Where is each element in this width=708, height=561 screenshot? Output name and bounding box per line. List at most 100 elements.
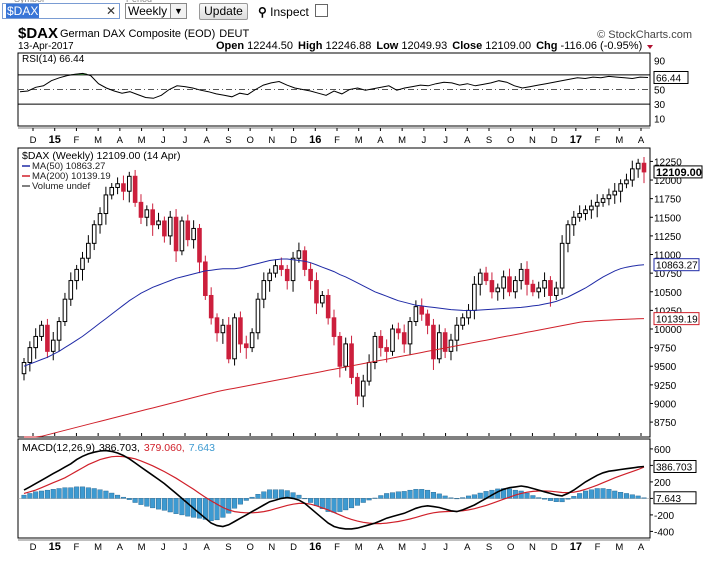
- candle-body: [331, 317, 337, 337]
- price-tick-label: 11750: [654, 195, 682, 206]
- rsi-tick-label: 50: [654, 86, 666, 97]
- x-label-bottom: M: [138, 542, 146, 553]
- macd-legend-item: 7.643: [189, 442, 215, 454]
- candle-body: [167, 216, 173, 237]
- x-label-bottom: M: [615, 542, 623, 553]
- candle-body: [185, 220, 191, 241]
- candle-body: [284, 268, 290, 282]
- period-caption: Period: [126, 0, 152, 4]
- macd-histogram-bar: [115, 494, 121, 499]
- x-label-mid: N: [268, 135, 275, 146]
- ohlc-label-low: Low: [376, 40, 398, 52]
- macd-histogram-bar: [542, 498, 548, 500]
- candle-body: [501, 276, 506, 289]
- chart-exchange: DEUT: [219, 28, 249, 40]
- x-axes: D D 15 15 F F M M A A M M J J J J A A S S O O N N D D 16 16 F F M M A A M M…: [18, 127, 650, 553]
- x-label-mid: A: [204, 135, 211, 146]
- candle-body: [571, 216, 577, 226]
- x-label-mid: O: [507, 135, 514, 146]
- macd-histogram-bar: [384, 493, 390, 499]
- candle-body: [565, 224, 571, 244]
- macd-histogram-bar: [466, 495, 472, 499]
- macd-histogram-bar: [618, 492, 624, 499]
- macd-histogram-bar: [588, 489, 594, 499]
- candle-body: [308, 268, 313, 282]
- ohlc-value-close: 12109.00: [485, 40, 531, 52]
- macd-histogram-bar: [272, 489, 279, 499]
- macd-histogram-bar: [401, 491, 407, 499]
- x-label-mid: M: [138, 135, 146, 146]
- candle-body: [413, 306, 419, 323]
- x-label-bottom: A: [204, 542, 211, 553]
- macd-histogram-bar: [68, 487, 74, 499]
- x-label-mid: O: [246, 135, 253, 146]
- macd-histogram-bar: [430, 492, 436, 499]
- price-current-box: [653, 165, 703, 179]
- price-current-box: [653, 312, 700, 326]
- macd-histogram-bar: [623, 493, 629, 499]
- candle-body: [156, 220, 161, 226]
- price-legend-item: MA(200) 10139.19: [32, 171, 111, 182]
- candle-body: [635, 162, 641, 170]
- price-tick-label: 9500: [654, 362, 677, 373]
- x-label-mid: A: [464, 135, 471, 146]
- macd-histogram-bar: [536, 497, 542, 499]
- x-label-bottom: M: [398, 542, 406, 553]
- candle-body: [384, 347, 389, 352]
- macd-histogram-bar: [407, 489, 413, 499]
- candle-body: [91, 224, 97, 244]
- candle-body: [419, 306, 425, 315]
- x-label-mid: D: [290, 135, 297, 146]
- candle-body: [33, 335, 38, 349]
- candle-body: [45, 324, 50, 352]
- macd-histogram-bar: [425, 489, 431, 499]
- macd-histogram-bar: [460, 497, 466, 499]
- macd-histogram-bar: [506, 488, 512, 499]
- x-label-bottom: J: [161, 542, 166, 553]
- inspect-toggle[interactable]: ⚲ Inspect: [258, 4, 329, 19]
- candle-body: [524, 268, 530, 285]
- inspect-checkbox[interactable]: [315, 4, 329, 17]
- candle-body: [425, 313, 430, 326]
- price-legend-item: Volume undef: [32, 181, 90, 192]
- rsi-tick-label: 90: [654, 56, 666, 67]
- candle-body: [401, 332, 407, 345]
- candle-body: [103, 194, 109, 215]
- candle-body: [173, 216, 179, 252]
- period-select[interactable]: Weekly ▼: [125, 3, 187, 19]
- candle-body: [460, 317, 465, 326]
- x-label-mid: M: [398, 135, 406, 146]
- price-tick-label: 10750: [654, 269, 682, 280]
- price-tick-label: 11500: [654, 213, 682, 224]
- candle-body: [612, 190, 618, 196]
- x-label-bottom: F: [74, 542, 80, 553]
- macd-histogram-bar: [243, 498, 249, 501]
- symbol-input[interactable]: $DAX ✕: [2, 3, 120, 19]
- x-label-mid: J: [421, 135, 426, 146]
- x-label-bottom: F: [334, 542, 340, 553]
- price-tick-label: 12000: [654, 176, 682, 187]
- rsi-current-label: 66.44: [656, 73, 681, 84]
- macd-histogram-bar: [62, 487, 68, 499]
- candle-body: [296, 250, 302, 259]
- macd-histogram-bar: [79, 486, 86, 499]
- candle-body: [121, 183, 126, 192]
- candle-body: [203, 261, 208, 296]
- update-button[interactable]: Update: [199, 3, 248, 20]
- candle-body: [577, 213, 582, 218]
- macd-histogram-bar: [594, 488, 600, 499]
- candle-body: [366, 362, 372, 382]
- macd-histogram-bar: [325, 498, 331, 512]
- price-tick-label: 12250: [654, 157, 682, 168]
- clear-icon[interactable]: ✕: [105, 4, 116, 18]
- x-label-bottom: F: [595, 542, 601, 553]
- macd-histogram-bar: [524, 492, 530, 499]
- x-label-mid: F: [74, 135, 80, 146]
- candle-body: [372, 335, 378, 364]
- macd-histogram-bar: [185, 498, 191, 517]
- macd-histogram-bar: [237, 498, 243, 505]
- macd-histogram-bar: [56, 488, 62, 499]
- price-panel-title: $DAX (Weekly) 12109.00 (14 Apr): [22, 150, 181, 162]
- x-label-bottom: S: [225, 542, 231, 553]
